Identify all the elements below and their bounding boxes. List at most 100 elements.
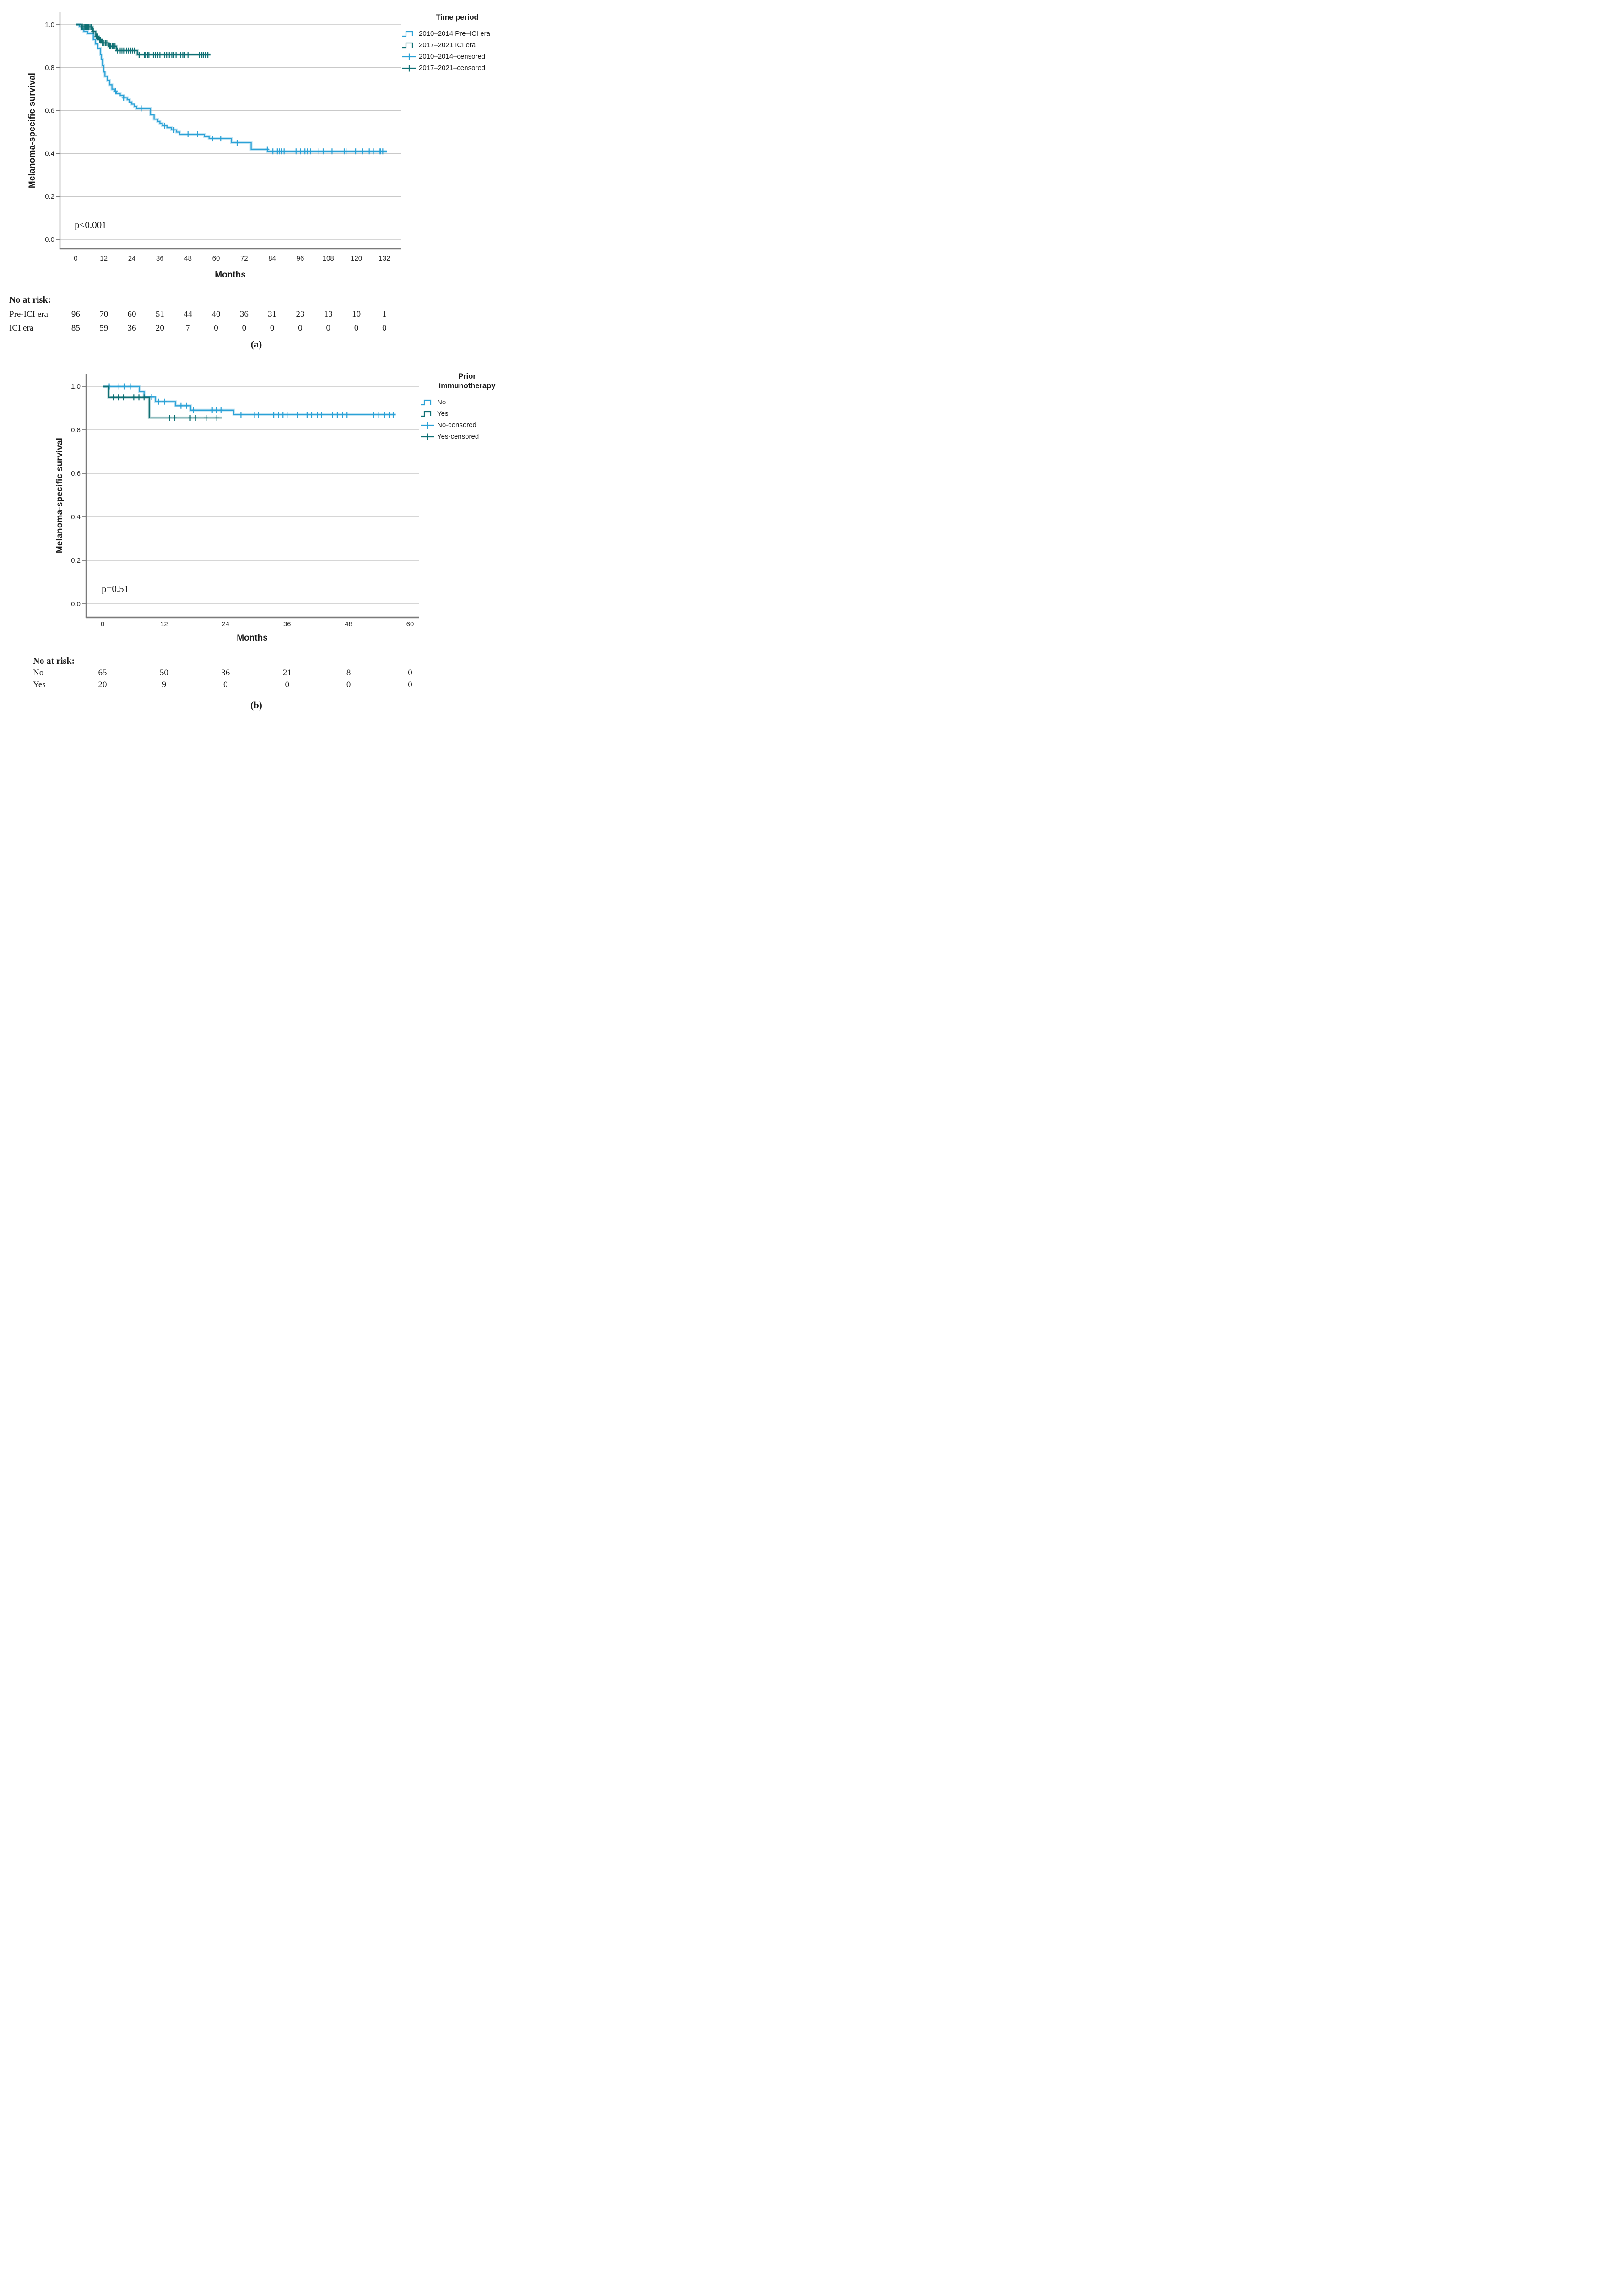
risk-row-label: No (33, 668, 44, 678)
y-axis-label-a: Melanoma-specific survival (27, 72, 37, 189)
y-tick-label: 0.6 (45, 107, 54, 115)
risk-row-label: Yes (33, 680, 46, 689)
risk-cell: 36 (239, 309, 249, 319)
risk-cell: 50 (159, 668, 168, 678)
step-line-icon (421, 411, 432, 417)
step-line-glyph (421, 399, 432, 405)
risk-cell: 23 (296, 309, 305, 319)
x-tick-label: 24 (222, 620, 229, 628)
risk-cell: 0 (285, 680, 289, 689)
risk-cell: 36 (221, 668, 230, 678)
legend-item-label: 2010–2014 Pre–ICI era (419, 30, 490, 38)
risk-cell: 70 (99, 309, 108, 319)
risk-cell: 31 (268, 309, 277, 319)
x-tick-label: 60 (406, 620, 414, 628)
risk-cell: 7 (185, 323, 190, 333)
legend-item: 2010–2014–censored (402, 51, 513, 62)
legend-item-label: Yes (437, 410, 449, 418)
y-tick-label: 0.0 (71, 600, 81, 608)
step-line-glyph (402, 42, 413, 48)
risk-cell: 0 (408, 668, 412, 678)
legend-item-label: 2017–2021–censored (419, 64, 486, 72)
legend-items-b: No Yes No-censored Yes-censored (420, 396, 513, 442)
censor-cross-icon (402, 65, 416, 71)
km-curve-0 (76, 24, 387, 152)
risk-row-label: Pre-ICI era (9, 309, 48, 319)
risk-cell: 51 (155, 309, 164, 319)
legend-item: Yes (420, 408, 513, 419)
y-tick-label: 1.0 (45, 21, 54, 29)
panel-a: 1.0 0.8 0.6 0.4 0.2 0.0 0 12 24 36 48 60 72 84 96 108 12… (0, 0, 513, 353)
x-tick-label: 48 (345, 620, 352, 628)
legend-item: No-censored (420, 419, 513, 431)
legend-item-label: No-censored (437, 421, 476, 429)
x-tick-label: 60 (212, 255, 220, 262)
legend-title-b: Prior immunotherapy (438, 372, 496, 390)
y-tick-label: 0.2 (45, 193, 54, 201)
risk-cell: 40 (211, 309, 221, 319)
risk-cell: 59 (99, 323, 108, 333)
risk-cell: 20 (155, 323, 164, 333)
km-curve-halo-0 (103, 385, 396, 416)
risk-cell: 21 (282, 668, 292, 678)
y-tick-label: 0.2 (71, 557, 81, 565)
x-tick-label: 12 (100, 255, 108, 262)
x-tick-label: 24 (128, 255, 136, 262)
x-axis-label-b: Months (237, 633, 268, 643)
x-tick-label: 36 (156, 255, 164, 262)
step-line-glyph (421, 411, 432, 417)
legend-title-a: Time period (436, 13, 479, 22)
risk-cell: 1 (382, 309, 387, 319)
risk-cell: 0 (408, 680, 412, 689)
risk-cell: 0 (326, 323, 331, 333)
km-curve-halo-0 (76, 23, 387, 153)
legend-item: No (420, 396, 513, 408)
step-line-icon (421, 399, 432, 405)
risk-cell: 10 (352, 309, 361, 319)
legend-item: 2017–2021–censored (402, 62, 513, 74)
legend-a: Time period 2010–2014 Pre–ICI era 2017–20… (402, 13, 513, 74)
x-tick-label: 120 (351, 255, 362, 262)
km-plot-b: 1.0 0.8 0.6 0.4 0.2 0.0 0 12 24 36 48 60 (71, 374, 419, 628)
panel-label-a: (a) (250, 339, 262, 350)
risk-cell: 8 (346, 668, 351, 678)
risk-cell: 0 (346, 680, 351, 689)
risk-cell: 9 (162, 680, 167, 689)
risk-cell: 0 (270, 323, 275, 333)
figure-page: 1.0 0.8 0.6 0.4 0.2 0.0 0 12 24 36 48 60 72 84 96 108 12… (0, 0, 513, 720)
x-tick-label: 84 (268, 255, 276, 262)
x-tick-label: 48 (184, 255, 192, 262)
censor-cross-icon (421, 422, 434, 429)
x-tick-label: 96 (297, 255, 304, 262)
x-tick-label: 12 (160, 620, 168, 628)
risk-cell: 0 (354, 323, 359, 333)
risk-table-header-a: No at risk: (9, 295, 51, 305)
risk-cell: 20 (98, 680, 107, 689)
censor-cross-icon (421, 433, 434, 440)
legend-item: 2010–2014 Pre–ICI era (402, 28, 513, 39)
x-tick-label: 36 (283, 620, 291, 628)
x-tick-label: 132 (379, 255, 390, 262)
step-line-glyph (402, 31, 413, 37)
y-tick-label: 0.4 (71, 513, 81, 521)
km-plot-a: 1.0 0.8 0.6 0.4 0.2 0.0 0 12 24 36 48 60 72 84 96 108 12… (45, 12, 401, 262)
risk-cell: 13 (324, 309, 333, 319)
risk-cell: 0 (242, 323, 247, 333)
legend-b: Prior immunotherapy No Yes No-censored Yes-… (420, 372, 513, 442)
x-tick-label: 0 (74, 255, 77, 262)
risk-cell: 60 (127, 309, 136, 319)
y-tick-label: 0.0 (45, 236, 54, 244)
risk-cell: 0 (223, 680, 228, 689)
p-value-a: p<0.001 (75, 219, 107, 230)
censor-cross-icon (402, 53, 416, 60)
km-curve-0 (103, 385, 396, 415)
p-value-b: p=0.51 (102, 583, 129, 594)
risk-cell: 36 (127, 323, 136, 333)
step-line-icon (402, 31, 413, 37)
y-axis-label-b: Melanoma-specific survival (55, 437, 65, 554)
panel-label-b: (b) (250, 700, 262, 711)
legend-item-label: No (437, 398, 446, 406)
legend-item: Yes-censored (420, 431, 513, 442)
y-tick-label: 0.8 (71, 426, 81, 434)
legend-item-label: 2010–2014–censored (419, 53, 486, 60)
